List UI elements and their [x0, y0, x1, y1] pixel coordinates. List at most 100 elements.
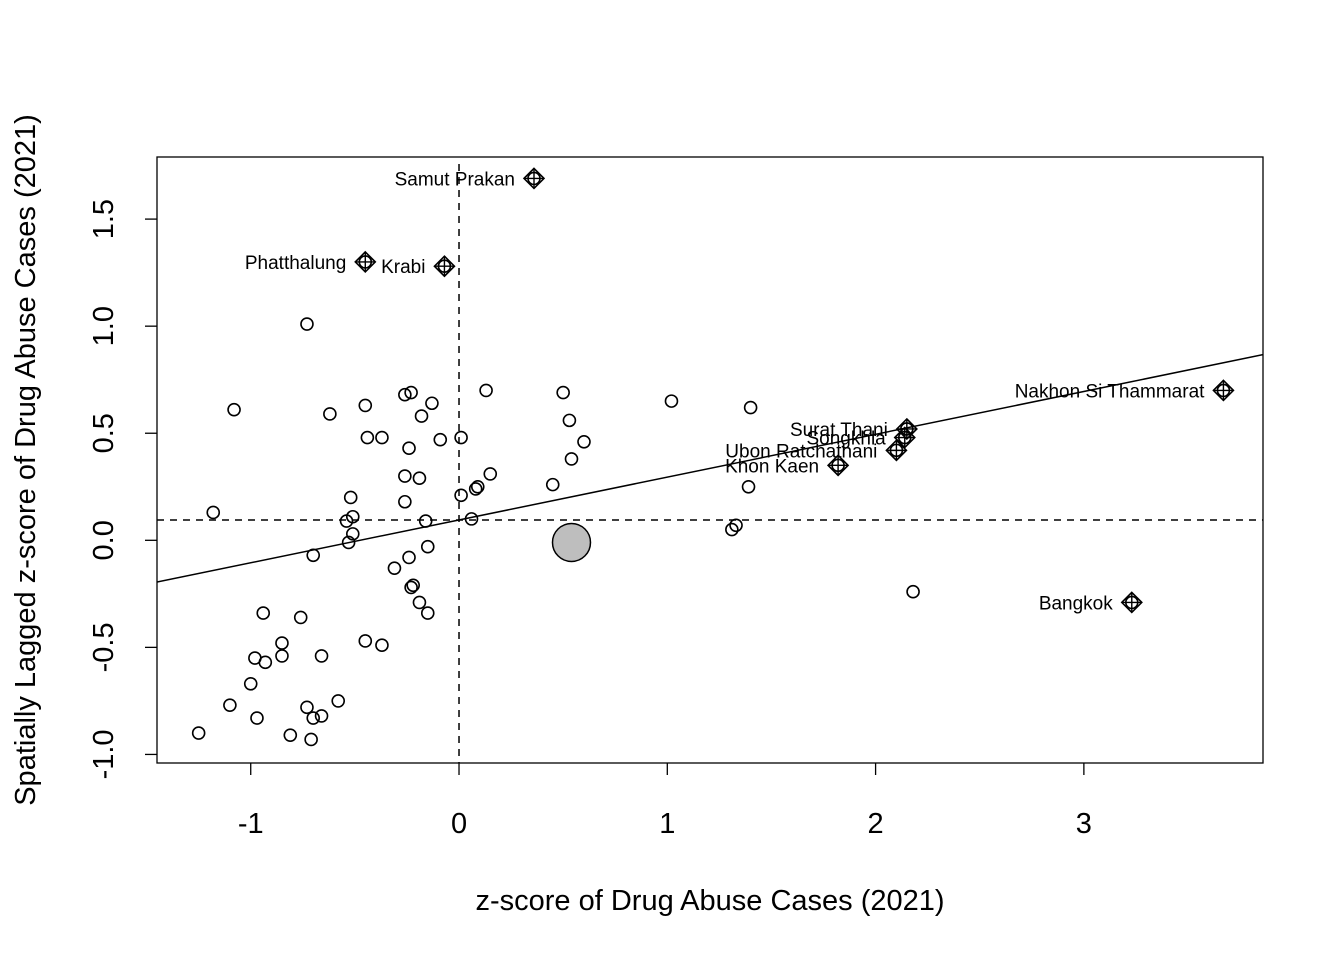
data-point	[420, 539, 435, 554]
data-point	[375, 638, 389, 653]
regression-line	[157, 353, 1263, 583]
data-point	[191, 726, 206, 740]
data-point	[479, 383, 493, 398]
plot-layer: Samut Prakan Phatthalung Krabi Nakhon Si Th…	[157, 164, 1263, 763]
influential-point-label: Nakhon Si Thammarat	[1015, 381, 1205, 402]
data-point	[306, 548, 321, 563]
influential-point-cross	[523, 168, 544, 189]
highlight-point	[551, 522, 592, 563]
data-point	[398, 387, 412, 402]
data-point	[454, 430, 468, 445]
data-point	[402, 550, 416, 565]
y-axis-title: Spatially Lagged z-score of Drug Abuse C…	[10, 114, 42, 806]
data-point	[483, 467, 498, 481]
data-point	[227, 402, 241, 417]
data-point	[556, 385, 570, 400]
data-point	[402, 441, 416, 456]
data-point	[314, 709, 329, 723]
influential-point-diamond	[893, 426, 916, 449]
influential-point-diamond	[895, 417, 918, 441]
data-point	[404, 385, 418, 400]
influential-point-cross	[894, 427, 915, 448]
data-point	[341, 535, 356, 550]
data-point	[404, 580, 418, 595]
data-point	[343, 490, 358, 505]
data-point	[275, 649, 289, 663]
data-point	[406, 578, 420, 593]
y-tick-label: 0.0	[88, 520, 120, 560]
data-point	[300, 317, 314, 331]
data-point	[664, 394, 679, 408]
plot-frame	[156, 156, 1264, 764]
data-point	[564, 452, 579, 466]
data-point	[243, 676, 258, 691]
data-point	[398, 469, 412, 483]
data-point	[906, 584, 920, 599]
data-point	[258, 655, 273, 670]
data-point	[250, 711, 264, 725]
influential-point-label: Surat Thani	[790, 420, 888, 441]
data-point	[331, 694, 346, 708]
data-point	[468, 482, 483, 496]
influential-point-cross	[886, 440, 907, 461]
influential-point-label: Songkhla	[807, 429, 887, 450]
data-point	[412, 471, 427, 486]
influential-point-diamond	[354, 250, 377, 274]
data-point	[360, 430, 375, 445]
influential-point-label: Samut Prakan	[395, 169, 515, 190]
influential-point-cross	[1213, 380, 1234, 401]
data-point	[358, 398, 373, 413]
data-point	[725, 522, 739, 537]
x-axis-title: z-score of Drug Abuse Cases (2021)	[475, 885, 944, 917]
y-tick-label: 1.5	[88, 199, 120, 239]
data-point	[577, 434, 591, 449]
x-tick-label: 3	[1076, 808, 1092, 840]
x-tick-label: 2	[868, 808, 884, 840]
data-point	[323, 407, 337, 421]
data-point	[283, 728, 298, 742]
data-point	[470, 479, 485, 494]
data-point	[741, 479, 756, 494]
data-point	[275, 636, 289, 650]
x-tick-label: -1	[238, 808, 264, 840]
data-point	[454, 488, 468, 503]
y-tick-label: -0.5	[88, 622, 120, 672]
data-point	[414, 409, 429, 423]
x-tick-label: 1	[659, 808, 675, 840]
data-point	[464, 512, 479, 526]
data-point	[293, 610, 308, 625]
data-point	[545, 477, 560, 492]
influential-point-cross	[1121, 592, 1142, 613]
data-point	[304, 732, 318, 747]
influential-point-label: Krabi	[381, 257, 425, 278]
axis-layer: -1 0 1 2 3 -1.0 -0.5 0.0 0.5 1.0 1.5	[88, 199, 1092, 840]
data-point	[387, 561, 402, 575]
x-tick-label: 0	[451, 808, 467, 840]
y-tick-label: 0.5	[88, 413, 120, 453]
data-point	[743, 400, 758, 415]
data-point	[425, 396, 439, 411]
influential-point-cross	[355, 251, 376, 272]
data-point	[420, 606, 435, 620]
data-point	[306, 711, 321, 725]
data-point	[300, 700, 314, 715]
data-point	[223, 698, 237, 712]
data-point	[375, 430, 389, 445]
data-point	[345, 527, 360, 541]
data-point	[418, 514, 433, 528]
influential-point-label: Bangkok	[1039, 593, 1113, 614]
data-point	[433, 432, 448, 447]
influential-point-diamond	[885, 439, 908, 462]
data-point	[345, 509, 360, 524]
influential-point-cross	[828, 455, 849, 476]
data-point	[314, 649, 329, 663]
influential-point-label: Khon Kaen	[725, 456, 819, 477]
y-tick-label: -1.0	[88, 729, 120, 779]
data-point	[562, 413, 577, 428]
influential-point-label: Phatthalung	[245, 253, 346, 274]
y-tick-label: 1.0	[88, 306, 120, 346]
influential-point-cross	[434, 256, 455, 277]
data-point	[412, 595, 427, 610]
data-point	[729, 518, 743, 533]
